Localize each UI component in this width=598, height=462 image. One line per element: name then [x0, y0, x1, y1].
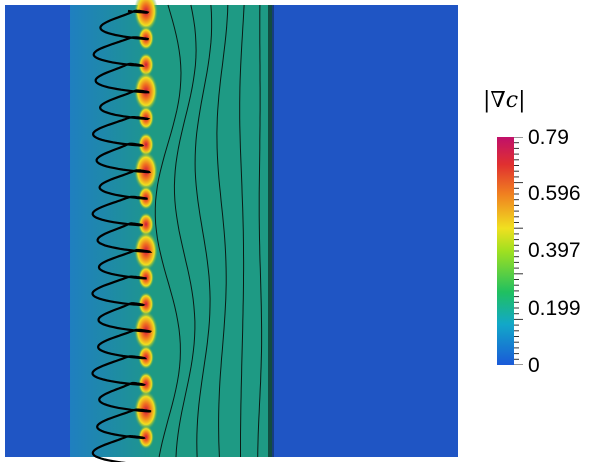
contour-line	[257, 4, 263, 458]
colorbar-tick-label: 0	[528, 354, 540, 377]
gradient-hotspot	[138, 425, 154, 450]
gradient-hotspot	[138, 52, 154, 77]
contour-line	[173, 4, 197, 458]
interface-contour	[91, 9, 153, 462]
contour-line	[154, 4, 182, 458]
colorbar	[497, 137, 514, 365]
colorbar-tick-label: 0.596	[528, 181, 581, 205]
colorbar-ticks	[514, 137, 523, 365]
gradient-hotspot	[138, 371, 154, 396]
gradient-hotspot	[138, 292, 154, 317]
colorbar-tick-label: 0.397	[528, 239, 581, 263]
gradient-hotspot	[138, 345, 154, 370]
gradient-hotspot	[138, 132, 154, 157]
interior-contours	[154, 4, 263, 458]
colorbar-tick-label: 0.79	[528, 126, 569, 149]
contour-line	[239, 4, 245, 457]
colorbar-title: |∇c|	[483, 88, 526, 113]
contour-line	[216, 4, 229, 458]
gradient-hotspot	[134, 0, 158, 32]
right-domain	[272, 5, 458, 457]
gradient-hotspot	[138, 212, 154, 237]
interior-domain	[150, 5, 272, 457]
colorbar-tick-label: 0.199	[528, 296, 581, 320]
contour-line	[194, 4, 213, 458]
